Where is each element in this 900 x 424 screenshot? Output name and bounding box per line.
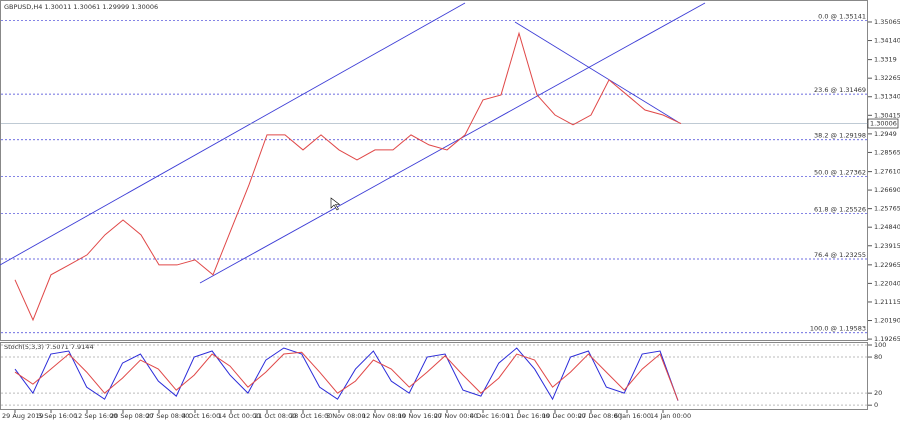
fib-label: 76.4 @ 1.23255 [814, 251, 866, 259]
y-tick-label: 1.31340 [874, 93, 900, 101]
y-tick-label: 1.22965 [874, 261, 900, 269]
x-tick-label: 12 Nov 08:00 [362, 412, 406, 420]
y-tick-label: 100 [874, 341, 886, 349]
x-tick-label: 19 Nov 16:00 [398, 412, 442, 420]
fib-label: 100.0 @ 1.19583 [810, 325, 866, 333]
x-tick-label: 4 Dec 16:00 [470, 412, 510, 420]
y-tick-label: 1.28565 [874, 148, 900, 156]
x-tick-label: 5 Nov 08:00 [326, 412, 366, 420]
y-tick-label: 1.34140 [874, 37, 900, 45]
x-tick-label: 29 Aug 2019 [2, 412, 44, 420]
y-tick-label: 1.19265 [874, 335, 900, 343]
y-tick-label: 1.27610 [874, 168, 900, 176]
main-panel [0, 0, 868, 341]
fib-label: 0.0 @ 1.35141 [818, 12, 866, 20]
y-tick-label: 1.3319 [874, 56, 897, 64]
fib-label: 38.2 @ 1.29198 [814, 132, 866, 140]
y-tick-label: 1.21115 [874, 298, 900, 306]
x-tick-label: 6 Jan 16:00 [614, 412, 651, 420]
chart-title: GBPUSD,H4 1.30011 1.30061 1.29999 1.3000… [4, 3, 158, 11]
x-tick-label: 14 Oct 00:00 [218, 412, 260, 420]
y-tick-label: 0 [874, 401, 878, 409]
stoch-title: Stoch(5,3,3) 7.5071 7.9144 [4, 343, 94, 351]
x-tick-label: 14 Jan 00:00 [650, 412, 691, 420]
stoch-panel [0, 342, 868, 410]
x-tick-label: 27 Dec 08:00 [578, 412, 622, 420]
y-tick-label: 1.30415 [874, 111, 900, 119]
y-tick-label: 1.32265 [874, 74, 900, 82]
price-line [14, 31, 682, 322]
x-tick-label: 11 Dec 16:00 [506, 412, 550, 420]
y-tick-label: 20 [874, 389, 882, 397]
price-line [14, 347, 679, 401]
trend-line [514, 21, 679, 123]
x-tick-label: 4 Oct 16:00 [182, 412, 220, 420]
channel-upper [0, 2, 466, 266]
y-tick-label: 1.24840 [874, 223, 900, 231]
y-tick-label: 1.20190 [874, 317, 900, 325]
fib-label: 50.0 @ 1.27362 [814, 169, 866, 177]
x-tick-label: 28 Oct 16:00 [290, 412, 332, 420]
price-line [14, 351, 679, 401]
channel-lower [199, 2, 706, 284]
y-tick-label: 1.25765 [874, 205, 900, 213]
x-tick-label: 5 Sep 16:00 [38, 412, 77, 420]
y-tick-label: 1.26690 [874, 186, 900, 194]
y-tick-label: 1.23915 [874, 242, 900, 250]
channel-lines [0, 2, 706, 284]
y-tick-label: 1.35065 [874, 18, 900, 26]
current-price-label: 1.30006 [870, 120, 897, 128]
x-tick-label: 27 Sep 08:00 [146, 412, 189, 420]
fib-label: 61.8 @ 1.25526 [814, 205, 866, 213]
fib-label: 23.6 @ 1.31469 [814, 86, 866, 94]
x-tick-label: 12 Sep 16:00 [74, 412, 117, 420]
x-tick-label: 19 Dec 00:00 [542, 412, 586, 420]
x-tick-label: 20 Sep 08:00 [110, 412, 153, 420]
current-price-box [867, 118, 899, 129]
x-tick-label: 21 Oct 08:00 [254, 412, 296, 420]
x-tick-label: 27 Nov 00:00 [434, 412, 478, 420]
mouse-cursor [330, 197, 341, 211]
y-tick-label: 80 [874, 353, 882, 361]
y-tick-label: 1.2949 [874, 130, 897, 138]
y-tick-label: 1.22040 [874, 279, 900, 287]
